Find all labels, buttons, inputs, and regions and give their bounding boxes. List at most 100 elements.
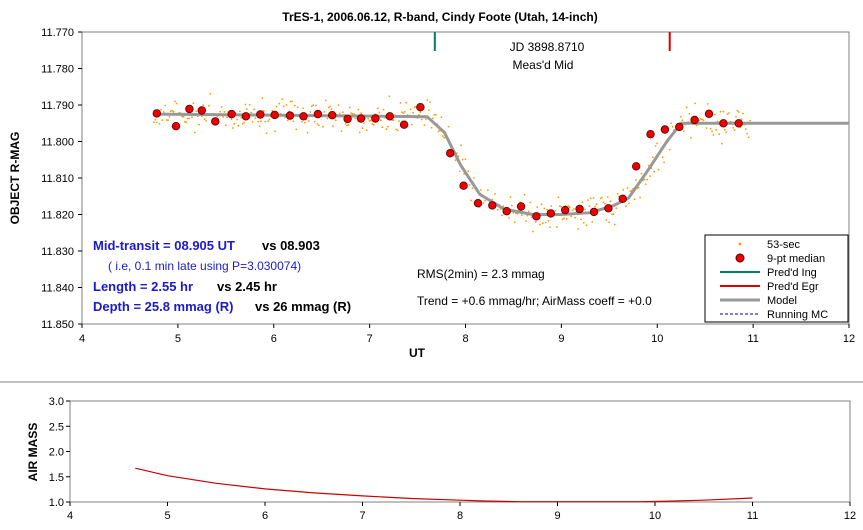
raw-data-point <box>532 230 534 233</box>
raw-data-point <box>563 217 565 220</box>
raw-data-point <box>409 108 412 111</box>
raw-data-point <box>588 205 591 208</box>
raw-data-point <box>387 125 389 128</box>
raw-data-point <box>550 205 553 207</box>
raw-data-point <box>644 183 647 186</box>
raw-data-point <box>381 126 384 129</box>
raw-data-point <box>327 106 330 109</box>
y-tick-label: 11.800 <box>41 137 74 149</box>
raw-data-point <box>633 198 636 201</box>
raw-data-point <box>646 178 649 181</box>
light-curve-x-axis-label: UT <box>409 346 426 360</box>
y-tick-label: 11.840 <box>41 283 74 295</box>
raw-data-point <box>487 189 489 192</box>
raw-data-point <box>243 121 246 124</box>
raw-data-point <box>609 200 612 203</box>
raw-data-point <box>224 124 227 127</box>
median-data-point <box>459 181 468 190</box>
raw-data-point <box>433 113 436 116</box>
raw-data-point <box>171 109 174 112</box>
model-line <box>153 112 849 216</box>
legend: 53-sec 9-pt median Pred'd Ing Pred'd Egr… <box>704 234 849 323</box>
raw-data-point <box>589 197 592 200</box>
raw-data-point <box>681 119 684 122</box>
airmass-y-tick-label: 1.5 <box>49 472 64 484</box>
raw-data-point <box>549 226 551 229</box>
raw-data-point <box>388 95 391 98</box>
raw-data-point <box>222 116 224 118</box>
raw-data-point <box>582 221 585 224</box>
raw-data-point <box>434 113 437 116</box>
raw-data-point <box>231 127 234 129</box>
raw-data-point <box>195 110 198 113</box>
raw-data-point <box>192 102 195 105</box>
raw-data-point <box>351 112 354 115</box>
raw-data-point <box>712 134 715 136</box>
raw-data-point <box>698 119 701 122</box>
raw-data-point <box>725 131 727 134</box>
raw-data-point <box>573 208 575 210</box>
raw-data-point <box>208 104 210 107</box>
raw-data-point <box>316 123 319 125</box>
raw-data-point <box>699 117 702 120</box>
raw-data-point <box>244 103 247 106</box>
raw-data-point <box>484 199 486 202</box>
light-curve-y-axis-label: OBJECT R-MAG <box>8 132 22 225</box>
median-data-point <box>546 209 555 218</box>
raw-data-point <box>525 220 527 223</box>
raw-data-point <box>654 145 657 147</box>
raw-data-point <box>580 218 582 221</box>
raw-data-point <box>560 205 563 208</box>
raw-data-point <box>534 220 537 223</box>
raw-data-point <box>251 121 254 123</box>
raw-data-point <box>420 118 423 121</box>
raw-data-point <box>186 117 189 120</box>
raw-data-point <box>628 202 630 205</box>
legend-model-label: Model <box>767 295 797 307</box>
raw-data-point <box>471 187 474 190</box>
raw-data-point <box>599 197 602 200</box>
raw-data-point <box>737 111 740 113</box>
raw-data-point <box>467 170 470 173</box>
raw-data-point <box>282 105 285 108</box>
airmass-y-tick-label: 3.0 <box>49 396 64 408</box>
median-data-point <box>561 205 570 215</box>
raw-data-point <box>680 115 682 118</box>
raw-data-point <box>372 124 375 126</box>
y-tick-label: 11.780 <box>41 64 74 76</box>
raw-data-point <box>230 118 233 121</box>
raw-data-point <box>293 104 296 107</box>
x-tick-label: 11 <box>747 333 758 345</box>
raw-data-point <box>718 133 720 136</box>
median-data-point <box>356 114 366 123</box>
raw-data-point <box>604 202 606 205</box>
raw-data-point <box>527 210 530 213</box>
raw-data-point <box>370 119 372 122</box>
length-vs-text: vs 2.45 hr <box>217 279 277 294</box>
raw-data-point <box>454 159 457 162</box>
raw-data-point <box>334 119 337 122</box>
raw-data-point <box>419 111 422 113</box>
median-data-point <box>385 112 394 121</box>
x-tick-label: 6 <box>271 333 277 345</box>
raw-data-point <box>430 126 433 129</box>
raw-data-point <box>437 130 440 133</box>
raw-data-point <box>158 123 161 125</box>
raw-data-point <box>248 104 251 106</box>
raw-data-point <box>219 110 222 113</box>
median-data-point <box>241 112 251 121</box>
raw-data-point <box>322 125 324 128</box>
median-data-point <box>446 148 455 158</box>
legend-box <box>704 234 849 323</box>
median-data-point <box>371 114 380 123</box>
light-curve-x-axis: 4 5 6 7 8 9 10 11 12 <box>79 324 855 345</box>
depth-vs-text: vs 26 mmag (R) <box>255 299 351 314</box>
legend-53-sec-label: 53-sec <box>767 239 801 251</box>
raw-data-point <box>656 142 658 145</box>
raw-data-point <box>661 156 664 159</box>
raw-data-point <box>468 184 471 186</box>
raw-data-point <box>688 113 691 115</box>
y-tick-label: 11.820 <box>41 210 74 222</box>
raw-data-point <box>153 121 155 124</box>
raw-data-point <box>682 130 685 133</box>
